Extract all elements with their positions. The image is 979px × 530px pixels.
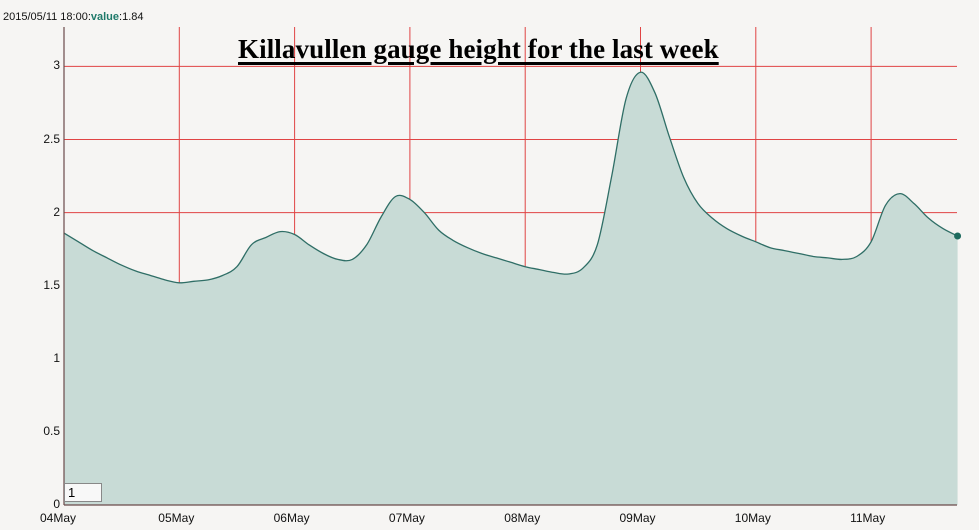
gauge-height-area: [64, 72, 958, 506]
x-tick-label: 09May: [619, 511, 656, 525]
gauge-height-line: [63, 71, 958, 284]
range-input[interactable]: [64, 483, 102, 502]
readout-value-label: value: [90, 11, 120, 23]
readout-timestamp: 2015/05/11 18:00:: [3, 11, 91, 23]
chart-title: Killavullen gauge height for the last we…: [238, 34, 719, 64]
y-tick-label: 0.5: [43, 423, 60, 438]
x-tick-label: 06May: [273, 511, 310, 525]
y-tick-label: 1: [53, 350, 60, 365]
x-tick-label: 11May: [850, 511, 886, 525]
hover-readout: 2015/05/11 18:00:value:1.84: [3, 11, 144, 23]
last-point-marker[interactable]: [954, 232, 962, 240]
y-tick-label: 1.5: [43, 277, 60, 292]
x-tick-label: 10May: [734, 511, 771, 525]
y-tick-label: 2.5: [43, 131, 60, 146]
y-tick-label: 2: [53, 204, 60, 219]
x-tick-label: 07May: [388, 511, 425, 525]
y-tick-label: 3: [53, 58, 60, 73]
x-tick-label: 04May: [40, 511, 77, 525]
readout-value: :1.84: [119, 11, 144, 23]
x-tick-label: 08May: [504, 511, 541, 525]
x-tick-label: 05May: [158, 511, 195, 525]
y-tick-label: 0: [53, 497, 60, 511]
